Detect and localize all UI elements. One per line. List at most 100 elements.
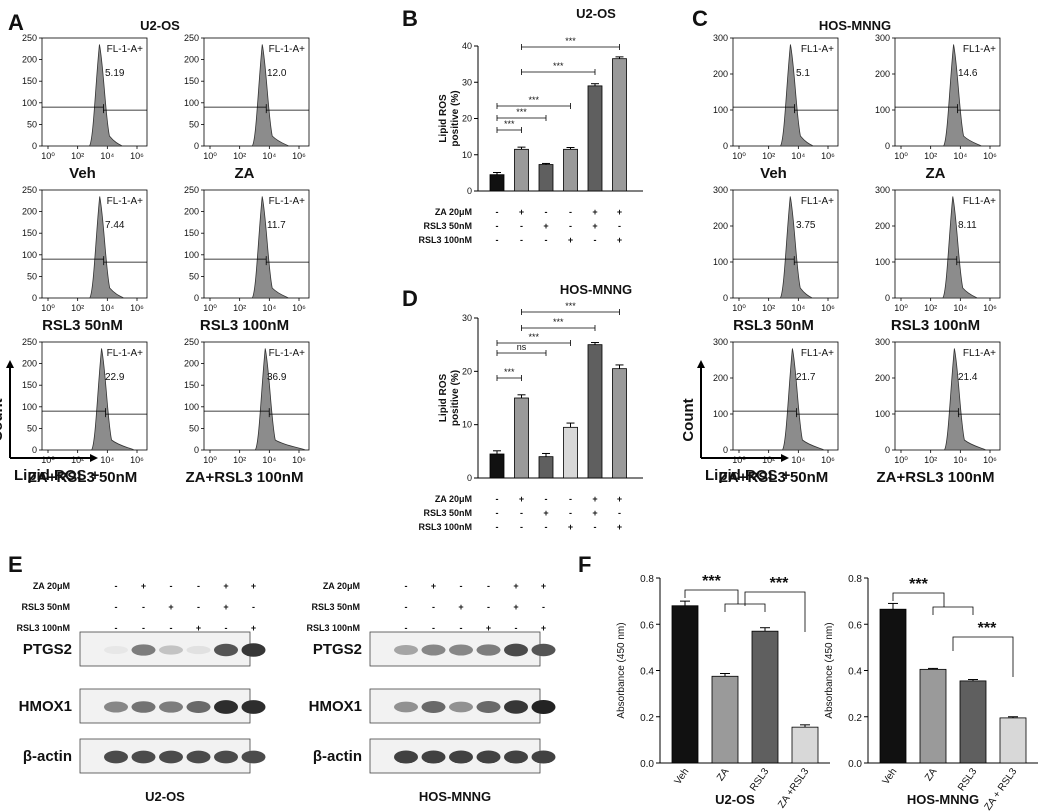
blot-condition-label: RSL3 100nM: [306, 623, 360, 633]
bar: [711, 675, 739, 764]
x-tick-label: 10⁴: [953, 455, 967, 465]
protein-band: [186, 701, 211, 713]
blot-condition-label: RSL3 50nM: [311, 602, 360, 612]
x-tick-label: 10⁶: [292, 151, 306, 161]
condition-mark: -: [569, 494, 572, 504]
protein-band: [531, 700, 556, 714]
x-tick-label: 10²: [233, 455, 246, 465]
x-tick-label: 10⁰: [203, 151, 217, 161]
x-tick-label: 10⁴: [791, 151, 805, 161]
sig-label: ***: [770, 575, 789, 592]
y-tick-label: 50: [189, 271, 199, 281]
condition-mark: +: [617, 235, 622, 245]
y-tick-label: 100: [184, 402, 199, 412]
sig-bracket: [932, 606, 974, 615]
condition-mark: -: [545, 235, 548, 245]
condition-label: RSL3 50nM: [42, 317, 123, 334]
category-label: Veh: [881, 766, 900, 786]
y-tick-label: 50: [27, 119, 37, 129]
y-tick-label: 200: [713, 221, 728, 231]
condition-row-label: ZA 20μM: [435, 207, 472, 217]
flow-histogram: 0 50 100 150 200 250 10⁰ 10² 10⁴ 10⁶ FL-1-A+ 12.0 ZA: [184, 33, 310, 182]
flow-histogram: 0 100 200 300 10⁰ 10² 10⁴ 10⁶ FL1-A+ 21.7 ZA+RSL3 …: [713, 337, 839, 486]
blot-condition-mark: -: [460, 581, 463, 591]
blot-condition-mark: +: [168, 602, 173, 612]
ros-arrow-head: [781, 454, 789, 462]
y-tick-label: 0: [32, 445, 37, 455]
panel-label-b: B: [402, 6, 418, 31]
bar: [489, 453, 505, 479]
gate-label: FL1-A+: [801, 348, 834, 359]
protein-band: [241, 750, 266, 764]
y-tick-label: 100: [875, 105, 890, 115]
x-tick-label: 10⁰: [41, 303, 55, 313]
y-tick-label: 0.0: [848, 759, 862, 770]
gate-label: FL-1-A+: [269, 196, 306, 207]
y-tick-label: 200: [184, 359, 199, 369]
count-arrow-head: [6, 360, 14, 368]
blot-condition-mark: -: [487, 581, 490, 591]
ros-axis-label: Lipid ROS +: [14, 467, 100, 484]
sig-bracket: [744, 591, 806, 632]
condition-mark: +: [543, 221, 548, 231]
blot-set: ZA 20μM - + - - + + RSL3 50nM - - + - + - RSL3 100nM - -…: [16, 581, 266, 804]
y-tick-label: 250: [184, 337, 199, 347]
bar: [538, 456, 554, 479]
sig-bracket: [684, 589, 739, 604]
bar: [563, 148, 578, 192]
sig-bracket: [892, 592, 945, 607]
y-tick-label: 0: [32, 141, 37, 151]
panel-label-c: C: [692, 6, 708, 31]
bar: [587, 344, 603, 479]
protein-label: HMOX1: [309, 698, 362, 715]
sig-label: ***: [553, 61, 564, 71]
flow-histogram: 0 50 100 150 200 250 10⁰ 10² 10⁴ 10⁶ FL-1-A+ 36.9 ZA…: [184, 337, 310, 486]
x-tick-label: 10²: [924, 303, 937, 313]
ros-arrow-head: [90, 454, 98, 462]
y-tick-label: 40: [462, 41, 472, 51]
gate-percent: 7.44: [105, 220, 125, 231]
condition-mark: -: [594, 235, 597, 245]
y-tick-label: 200: [22, 207, 37, 217]
gate-percent: 21.7: [796, 372, 816, 383]
condition-mark: +: [617, 522, 622, 532]
protein-band: [421, 750, 446, 764]
x-tick-label: 10⁰: [894, 151, 908, 161]
x-tick-label: 10⁰: [894, 303, 908, 313]
protein-label: β-actin: [313, 748, 362, 765]
blot-condition-mark: +: [513, 602, 518, 612]
protein-band: [394, 644, 418, 656]
y-tick-label: 300: [713, 337, 728, 347]
gate-percent: 5.1: [796, 68, 810, 79]
y-tick-label: 150: [22, 76, 37, 86]
condition-label: RSL3 100nM: [200, 317, 289, 334]
y-tick-label: 150: [184, 76, 199, 86]
protein-band: [449, 644, 473, 656]
histogram-panel-A: U2-OS 0 50 100 150 200 250 10⁰ 10² 10⁴ 10⁶ FL-1-A+ 5…: [0, 18, 310, 486]
x-tick-label: 10⁶: [130, 455, 144, 465]
gate-percent: 5.19: [105, 68, 125, 79]
protein-band: [449, 701, 473, 713]
y-tick-label: 100: [713, 257, 728, 267]
histogram-peak: [779, 196, 813, 299]
condition-label: ZA+RSL3 50nM: [28, 469, 138, 486]
y-tick-label: 200: [713, 373, 728, 383]
condition-mark: -: [520, 522, 523, 532]
condition-mark: -: [496, 221, 499, 231]
condition-mark: +: [519, 207, 524, 217]
protein-band: [104, 750, 128, 764]
condition-label: RSL3 50nM: [733, 317, 814, 334]
condition-mark: -: [618, 221, 621, 231]
y-tick-label: 300: [875, 33, 890, 43]
blot-condition-mark: +: [541, 623, 546, 633]
category-label: ZA + RSL3: [983, 766, 1020, 812]
y-axis-label: Absorbance (450 nm): [616, 622, 627, 718]
blot-condition-mark: -: [197, 602, 200, 612]
y-tick-label: 20: [462, 366, 472, 376]
histogram-peak: [88, 44, 123, 147]
y-tick-label: 100: [22, 250, 37, 260]
western-blot: ZA 20μM - + - - + + RSL3 50nM - - + - + - RSL3 100nM - -…: [16, 581, 556, 804]
y-tick-label: 250: [22, 185, 37, 195]
y-tick-label: 10: [462, 150, 472, 160]
